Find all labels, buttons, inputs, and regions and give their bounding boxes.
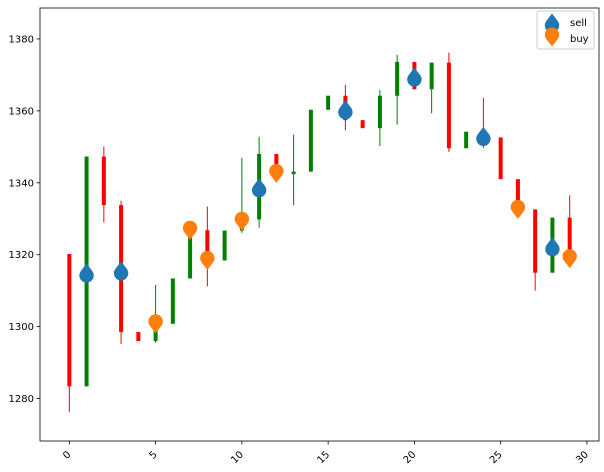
candle-body: [136, 332, 141, 342]
candle-9: [222, 230, 227, 261]
candle-body: [291, 171, 296, 175]
candle-body: [377, 95, 382, 129]
candle-25: [498, 137, 503, 180]
candle-22: [446, 52, 451, 152]
sell-marker: [407, 67, 422, 87]
candle-body: [446, 62, 451, 149]
candle-body: [515, 179, 520, 210]
candle-14: [308, 109, 313, 172]
candle-4: [136, 332, 141, 342]
y-tick-label: 1320: [9, 250, 34, 261]
candle-2: [101, 146, 106, 223]
candle-body: [205, 230, 210, 261]
candle-body: [170, 278, 175, 324]
markers-layer: [79, 67, 577, 334]
candle-19: [395, 54, 400, 125]
buy-marker: [182, 220, 198, 240]
buy-marker: [234, 211, 250, 231]
sell-marker: [545, 237, 560, 257]
axes-frame: [39, 7, 600, 442]
candle-body: [188, 230, 193, 279]
candle-21: [429, 62, 434, 114]
y-tick-label: 1380: [9, 34, 34, 45]
sell-marker: [476, 126, 491, 146]
y-tick-label: 1300: [9, 322, 34, 333]
buy-marker: [269, 163, 284, 183]
candle-body: [567, 217, 572, 266]
buy-marker: [148, 314, 163, 334]
buy-marker: [562, 249, 577, 269]
candle-body: [67, 253, 72, 387]
legend-sell-label: sell: [570, 18, 587, 29]
y-tick-label: 1340: [9, 178, 34, 189]
candle-23: [464, 131, 469, 149]
candle-18: [377, 89, 382, 147]
sell-marker: [251, 178, 267, 198]
candle-27: [533, 209, 538, 291]
buy-marker: [200, 250, 215, 270]
buy-marker: [510, 199, 526, 219]
sell-marker: [79, 263, 94, 283]
candle-6: [170, 278, 175, 324]
y-tick-label: 1360: [9, 106, 34, 117]
candle-body: [222, 230, 227, 261]
candle-body: [429, 62, 434, 90]
candle-15: [326, 95, 331, 110]
candle-body: [360, 120, 365, 129]
sell-marker: [338, 100, 353, 120]
candle-13: [291, 134, 296, 206]
legend-buy-label: buy: [570, 34, 589, 45]
sell-marker: [113, 261, 129, 281]
plot-area: [39, 7, 600, 442]
candle-body: [308, 109, 313, 172]
candle-8: [205, 206, 210, 287]
legend-sell-marker: [544, 13, 560, 33]
candle-0: [67, 253, 72, 413]
candle-17: [360, 120, 365, 129]
candle-body: [101, 156, 106, 206]
candle-body: [395, 61, 400, 96]
y-tick-label: 1280: [9, 394, 34, 405]
legend: sell buy: [536, 10, 595, 50]
candle-body: [464, 131, 469, 149]
candle-body: [498, 137, 503, 180]
legend-buy-marker: [544, 27, 560, 47]
candle-body: [326, 95, 331, 110]
y-axis: 1280 1300 1320 1340 1360 1380: [9, 34, 40, 405]
candle-body: [533, 209, 538, 273]
